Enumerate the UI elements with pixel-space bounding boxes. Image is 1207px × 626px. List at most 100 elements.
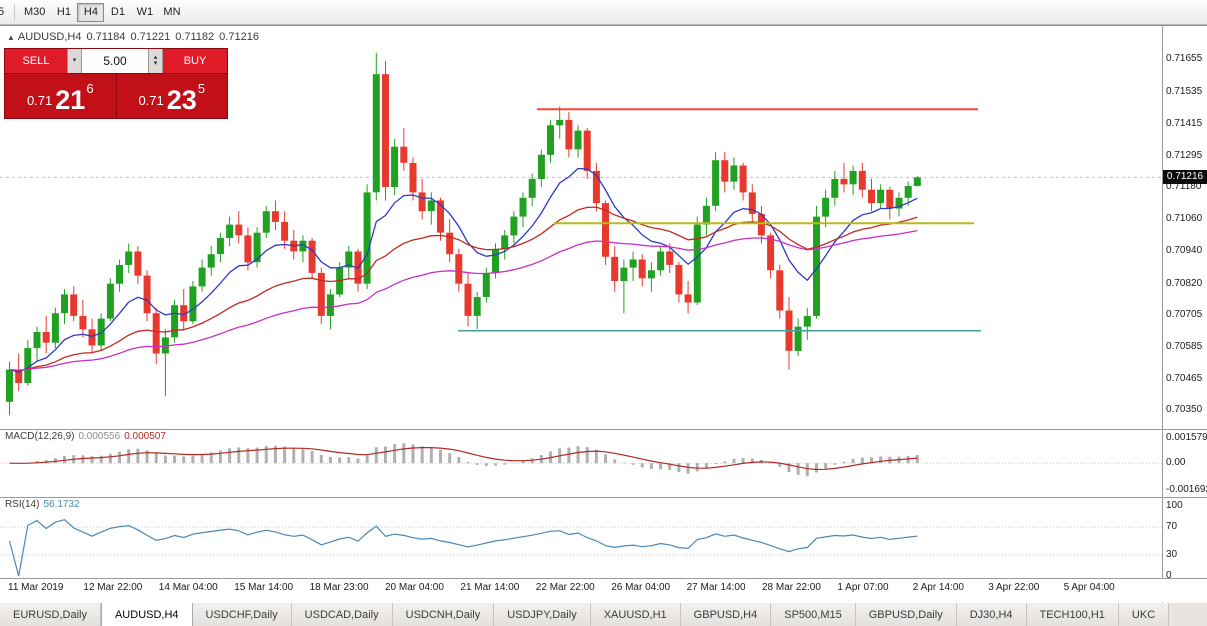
macd-axis-label: 0.001579 [1166, 431, 1207, 443]
volume-input[interactable]: 5.00 [82, 49, 148, 73]
price-axis-label: 0.71415 [1166, 117, 1203, 129]
trade-widget-prices: 0.71 21 6 0.71 23 5 [5, 73, 227, 118]
chevron-down-icon: ▾ [72, 57, 77, 64]
chart-tab-tech100-h1[interactable]: TECH100,H1 [1026, 603, 1119, 626]
price-axis-label: 0.70585 [1166, 340, 1203, 352]
volume-stepper[interactable]: ▴ ▾ [148, 49, 163, 73]
rsi-label: RSI(14) 56.1732 [5, 499, 80, 510]
chart-ohlc-header: ▲ AUDUSD,H4 0.71184 0.71221 0.71182 0.71216 [7, 31, 264, 43]
toolbar-separator [14, 3, 15, 21]
price-axis-label: 0.70350 [1166, 403, 1203, 415]
current-price-badge: 0.71216 [1163, 170, 1207, 185]
rsi-axis-label: 30 [1166, 549, 1178, 560]
time-axis-label: 22 Mar 22:00 [535, 582, 595, 593]
macd-axis-label: -0.001692 [1166, 484, 1207, 496]
time-axis-label: 3 Apr 22:00 [988, 582, 1040, 593]
time-axis-label: 2 Apr 14:00 [912, 582, 964, 593]
time-axis-label: 28 Mar 22:00 [762, 582, 821, 593]
price-axis-label: 0.71655 [1166, 53, 1203, 65]
timeframe-button-w1[interactable]: W1 [131, 3, 158, 22]
buy-price-pipette: 5 [197, 81, 206, 96]
panel-splitter[interactable] [0, 497, 1207, 498]
trade-widget-controls: SELL ▾ 5.00 ▴ ▾ BUY [5, 49, 227, 73]
chart-tab-gbpusd-daily[interactable]: GBPUSD,Daily [855, 603, 957, 626]
price-axis-border [1162, 26, 1163, 579]
symbol-marker-icon: ▲ [7, 33, 15, 42]
rsi-value: 56.1732 [43, 499, 80, 510]
stepper-up-icon: ▴ [153, 54, 158, 61]
chart-tab-gbpusd-h4[interactable]: GBPUSD,H4 [680, 603, 772, 626]
volume-dropdown-button[interactable]: ▾ [67, 49, 82, 73]
chart-tab-sp500-m15[interactable]: SP500,M15 [771, 603, 856, 626]
chart-tab-usdjpy-daily[interactable]: USDJPY,Daily [494, 603, 591, 626]
price-axis-label: 0.71060 [1166, 213, 1203, 225]
time-axis[interactable]: 11 Mar 2019 12 Mar 22:00 14 Mar 04:00 15 Ma… [0, 579, 1162, 603]
timeframe-button-m30[interactable]: M30 [19, 3, 50, 22]
time-axis-label: 1 Apr 07:00 [837, 582, 889, 593]
rsi-axis-label: 70 [1166, 521, 1178, 532]
time-axis-label: 14 Mar 04:00 [158, 582, 218, 593]
price-axis[interactable]: 0.71655 0.71535 0.71415 0.71295 0.71180 0.710… [1163, 26, 1207, 603]
chart-area: ▲ AUDUSD,H4 0.71184 0.71221 0.71182 0.71216 S… [0, 25, 1207, 603]
macd-axis-label: 0.00 [1166, 457, 1186, 469]
macd-label: MACD(12,26,9) 0.000556 0.000507 [5, 431, 166, 442]
ohlc-open: 0.71184 [86, 31, 126, 43]
sell-price-prefix: 0.71 [26, 93, 53, 108]
timeframe-button-mn[interactable]: MN [158, 3, 185, 22]
sell-price-button[interactable]: 0.71 21 6 [5, 74, 116, 118]
chart-tab-usdcnh-daily[interactable]: USDCNH,Daily [392, 603, 495, 626]
buy-price-prefix: 0.71 [138, 93, 164, 108]
macd-name: MACD(12,26,9) [5, 431, 75, 442]
chart-tab-audusd-h4[interactable]: AUDUSD,H4 [100, 603, 193, 626]
price-axis-label: 0.70465 [1166, 373, 1203, 384]
timeframe-button-h1[interactable]: H1 [50, 3, 77, 22]
timeframe-button-h4[interactable]: H4 [77, 2, 105, 22]
chart-tab-dj30-h4[interactable]: DJ30,H4 [956, 603, 1027, 626]
chart-tab-eurusd-daily[interactable]: EURUSD,Daily [0, 603, 101, 626]
price-axis-label: 0.71180 [1166, 181, 1202, 193]
buy-button[interactable]: BUY [163, 49, 227, 73]
panel-splitter[interactable] [0, 578, 1207, 579]
macd-main-value: 0.000556 [78, 431, 121, 442]
candlestick-chart-canvas[interactable] [0, 26, 1207, 603]
time-axis-label: 15 Mar 14:00 [234, 582, 294, 593]
time-axis-label: 21 Mar 14:00 [460, 582, 520, 593]
ohlc-close: 0.71216 [219, 31, 259, 43]
price-axis-label: 0.71535 [1166, 85, 1203, 97]
time-axis-label: 18 Mar 23:00 [309, 582, 369, 593]
timeframe-button-d1[interactable]: D1 [104, 3, 131, 22]
one-click-trading-widget: SELL ▾ 5.00 ▴ ▾ BUY 0.71 21 6 0.71 23 5 [4, 48, 228, 119]
timeframe-button-m5[interactable]: M5 [0, 3, 10, 22]
time-axis-label: 27 Mar 14:00 [686, 582, 746, 593]
chart-tab-usdcad-daily[interactable]: USDCAD,Daily [291, 603, 393, 626]
time-axis-label: 12 Mar 22:00 [83, 582, 143, 593]
price-axis-label: 0.71295 [1166, 150, 1203, 162]
macd-signal-value: 0.000507 [124, 431, 166, 442]
panel-splitter[interactable] [0, 429, 1207, 430]
rsi-axis-label: 0 [1166, 570, 1172, 581]
price-axis-label: 0.70940 [1166, 245, 1203, 257]
time-axis-label: 11 Mar 2019 [8, 582, 64, 593]
rsi-axis-label: 100 [1166, 500, 1183, 511]
chart-tab-ukc[interactable]: UKC [1118, 603, 1170, 626]
time-axis-label: 20 Mar 04:00 [385, 582, 444, 593]
time-axis-label: 26 Mar 04:00 [611, 582, 671, 593]
sell-price-pipette: 6 [86, 81, 94, 96]
sell-price-big: 21 [55, 84, 86, 115]
sell-button[interactable]: SELL [5, 49, 67, 73]
chart-tab-usdchf-daily[interactable]: USDCHF,Daily [192, 603, 292, 626]
rsi-name: RSI(14) [5, 499, 40, 510]
price-axis-label: 0.70820 [1166, 277, 1203, 289]
buy-price-big: 23 [166, 84, 197, 115]
ohlc-low: 0.71182 [175, 31, 215, 43]
price-axis-label: 0.70705 [1166, 308, 1203, 320]
chart-tab-bar: EURUSD,Daily AUDUSD,H4 USDCHF,Daily USDCAD,… [0, 602, 1207, 626]
stepper-down-icon: ▾ [153, 60, 158, 67]
ohlc-high: 0.71221 [130, 31, 171, 43]
time-axis-label: 5 Apr 04:00 [1063, 582, 1115, 593]
buy-price-button[interactable]: 0.71 23 5 [115, 74, 228, 118]
chart-tab-xauusd-h1[interactable]: XAUUSD,H1 [590, 603, 681, 626]
chart-symbol-label: AUDUSD,H4 [17, 31, 82, 43]
